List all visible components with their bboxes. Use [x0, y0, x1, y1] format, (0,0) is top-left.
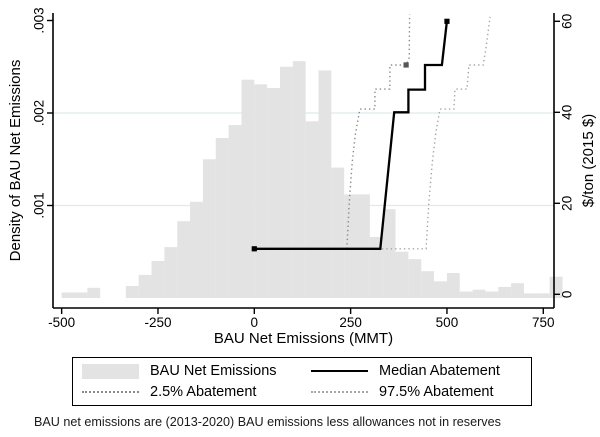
histogram-bar	[254, 84, 268, 298]
histogram-bar	[292, 61, 306, 299]
histogram-bar	[549, 276, 563, 298]
legend-solid-sample	[311, 370, 368, 372]
y-right-tick-label: 20	[560, 196, 575, 211]
series-median-abatement	[251, 18, 450, 252]
histogram-bar	[523, 293, 537, 298]
series-line	[254, 21, 449, 250]
histogram-bar	[472, 289, 486, 298]
y-left-tick-label: .001	[32, 192, 47, 218]
series-line	[254, 16, 491, 250]
series-marker	[403, 62, 409, 68]
histogram-bar	[125, 285, 139, 298]
legend-label: Median Abatement	[379, 363, 500, 379]
histogram-bar	[434, 281, 447, 298]
histogram-bar	[61, 292, 75, 298]
legend-label: 97.5% Abatement	[379, 384, 494, 400]
histogram-bar	[228, 125, 242, 299]
y-right-tick-label: 60	[560, 14, 575, 29]
y-right-tick-label: 0	[560, 291, 575, 299]
plot-area: .001 .002 .003 Density of BAU Net Emissions…	[7, 7, 597, 347]
x-tick-label: 250	[339, 315, 362, 330]
histogram-bar	[459, 291, 473, 298]
legend-item: 97.5% Abatement	[302, 384, 531, 400]
histogram-bar	[74, 292, 88, 298]
x-tick-label: 750	[532, 315, 555, 330]
legend-dotted-sample	[311, 391, 368, 393]
histogram-bar	[215, 137, 229, 298]
histogram-bar	[331, 167, 345, 298]
x-tick-label: 0	[251, 315, 259, 330]
x-tick-label: -250	[144, 315, 171, 330]
histogram-bar	[164, 247, 178, 298]
histogram-bar	[202, 159, 216, 298]
legend-dotted-sample	[82, 391, 139, 393]
legend-swatch-sample	[82, 363, 139, 379]
histogram-bar	[190, 201, 203, 298]
y-left-tick-label: .002	[32, 100, 47, 126]
legend: BAU Net Emissions Median Abatement 2.5% Ab…	[72, 357, 532, 406]
legend-item: BAU Net Emissions	[73, 363, 302, 379]
histogram-bar	[536, 293, 550, 298]
axes: .001 .002 .003 Density of BAU Net Emissions…	[7, 7, 597, 347]
histogram-bar	[279, 66, 293, 298]
legend-item: Median Abatement	[302, 363, 531, 379]
histogram-bar	[446, 273, 460, 298]
histogram-bar	[369, 236, 383, 298]
series-2.5-abatement	[254, 14, 411, 250]
histogram-bar	[151, 261, 165, 298]
legend-label: 2.5% Abatement	[150, 384, 257, 400]
histogram-bar	[382, 209, 396, 298]
histogram-bar	[511, 283, 524, 298]
y-right-axis-title: $/ton (2015 $)	[580, 114, 597, 207]
histogram-bar	[498, 286, 512, 298]
x-tick-label: 500	[436, 315, 459, 330]
histogram-bar	[485, 291, 499, 298]
histogram-bar	[408, 259, 422, 298]
y-left-tick-label: .003	[32, 7, 47, 33]
x-axis-title: BAU Net Emissions (MMT)	[214, 330, 393, 347]
legend-label: BAU Net Emissions	[150, 363, 277, 379]
figure-footnote: BAU net emissions are (2013-2020) BAU em…	[34, 415, 501, 429]
histogram-bar	[177, 221, 191, 298]
series-97.5-abatement	[254, 16, 491, 250]
histogram-bar	[318, 70, 332, 298]
histogram-bar	[87, 287, 101, 298]
histogram-bar	[305, 121, 319, 298]
histogram-bar	[344, 194, 358, 298]
histogram-bar	[138, 274, 152, 298]
histogram-bar	[267, 88, 280, 299]
histogram-bar	[241, 79, 255, 298]
histogram-bau-net-emissions	[61, 61, 563, 299]
series-marker	[251, 246, 257, 252]
y-left-axis-title: Density of BAU Net Emissions	[7, 60, 24, 262]
legend-item: 2.5% Abatement	[73, 384, 302, 400]
y-right-tick-label: 40	[560, 105, 575, 120]
histogram-bar	[357, 194, 370, 298]
histogram-bar	[421, 271, 435, 298]
histogram-bar	[395, 251, 409, 298]
x-tick-label: -500	[48, 315, 75, 330]
series-marker	[444, 18, 450, 24]
